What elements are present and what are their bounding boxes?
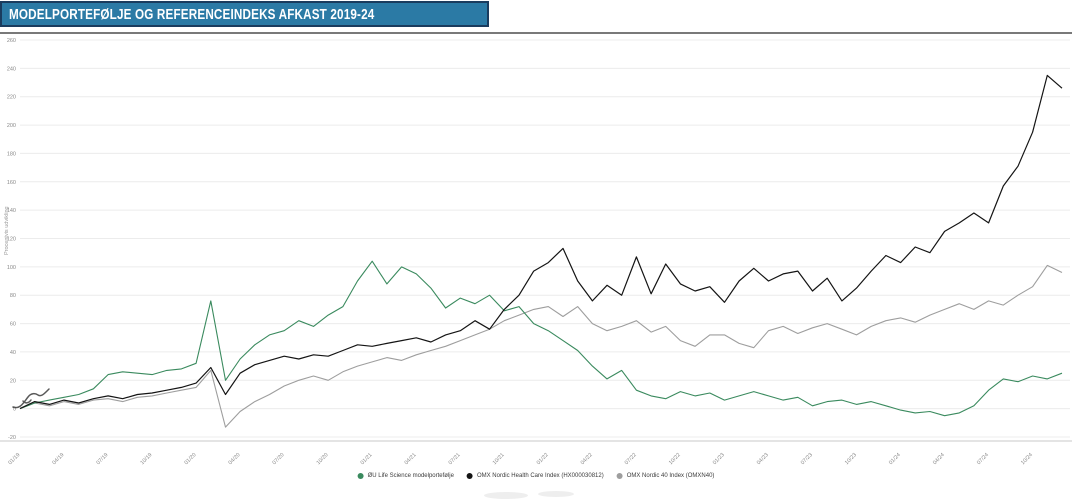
chart-title-bar: MODELPORTEFØLJE OG REFERENCEINDEKS AFKAS… (0, 1, 489, 27)
x-tick-label: 07/20 (272, 452, 286, 466)
y-tick-label: 100 (7, 265, 16, 271)
x-tick-label: 04/21 (404, 452, 418, 466)
legend-label: OMX Nordic 40 Index (OMXN40) (626, 473, 715, 479)
black-series-marker-icon (466, 473, 473, 479)
y-tick-label: 40 (10, 350, 16, 356)
y-tick-label: 140 (7, 208, 16, 214)
x-tick-label: 01/20 (184, 452, 198, 466)
x-tick-label: 01/19 (7, 452, 21, 466)
green-series-marker-icon (357, 473, 364, 479)
series-line-1 (19, 260, 1063, 417)
y-tick-label: 60 (10, 322, 16, 328)
y-tick-label: 20 (10, 378, 16, 384)
y-tick-label: 80 (10, 293, 16, 299)
x-tick-label: 07/21 (448, 452, 462, 466)
watermark-smudge (484, 492, 528, 499)
y-tick-label: 200 (7, 123, 16, 129)
x-tick-label: 10/24 (1020, 452, 1034, 466)
x-tick-label: 04/19 (51, 452, 65, 466)
pen-scribble-artifact (12, 388, 50, 409)
y-tick-label: 240 (7, 66, 16, 72)
x-tick-label: 01/21 (360, 452, 374, 466)
chart-legend: ØU Life Science modelportefølje OMX Nord… (357, 473, 715, 479)
y-tick-label: 160 (7, 180, 16, 186)
x-tick-label: 01/24 (888, 452, 902, 466)
x-tick-label: 07/19 (95, 452, 109, 466)
y-tick-label: 0 (13, 407, 16, 413)
x-tick-label: 10/21 (492, 452, 506, 466)
y-tick-label: 220 (7, 95, 16, 101)
y-tick-label: -20 (8, 435, 16, 441)
y-tick-label: 180 (7, 151, 16, 157)
legend-item-nordic40-index: OMX Nordic 40 Index (OMXN40) (616, 473, 715, 479)
x-tick-label: 04/23 (756, 452, 770, 466)
series-line-2 (19, 74, 1063, 410)
x-tick-label: 07/23 (800, 452, 814, 466)
x-tick-label: 10/23 (844, 452, 858, 466)
y-axis-title: Procentvis udvikling (4, 206, 10, 255)
y-tick-label: 260 (7, 38, 16, 44)
gray-series-marker-icon (616, 473, 623, 479)
x-tick-label: 01/22 (536, 452, 550, 466)
legend-label: ØU Life Science modelportefølje (367, 473, 454, 479)
page-title: MODELPORTEFØLJE OG REFERENCEINDEKS AFKAS… (9, 5, 375, 23)
x-tick-label: 07/22 (624, 452, 638, 466)
watermark-smudge (538, 491, 574, 497)
series-line-0 (19, 264, 1063, 428)
x-tick-label: 01/23 (712, 452, 726, 466)
legend-item-modelportefolje: ØU Life Science modelportefølje (357, 473, 454, 479)
x-tick-label: 10/20 (316, 452, 330, 466)
x-tick-label: 10/19 (140, 452, 154, 466)
y-tick-label: 120 (7, 237, 16, 243)
x-tick-label: 04/20 (228, 452, 242, 466)
legend-item-health-care-index: OMX Nordic Health Care Index (HX00003081… (466, 473, 604, 479)
x-tick-label: 04/22 (580, 452, 594, 466)
x-tick-label: 04/24 (932, 452, 946, 466)
x-tick-label: 07/24 (976, 452, 990, 466)
x-tick-label: 10/22 (668, 452, 682, 466)
legend-label: OMX Nordic Health Care Index (HX00003081… (476, 473, 604, 479)
